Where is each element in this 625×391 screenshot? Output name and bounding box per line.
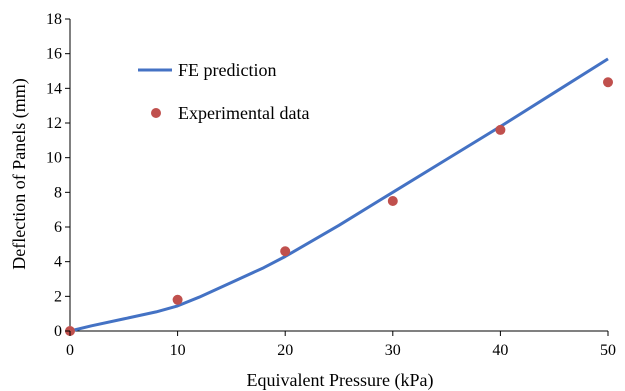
data-point-experimental <box>172 294 183 305</box>
y-tick-label: 0 <box>54 323 62 340</box>
legend-marker-swatch <box>151 108 161 118</box>
plot-area <box>65 19 613 336</box>
y-tick-label: 18 <box>46 11 62 28</box>
x-tick-label: 0 <box>66 342 74 359</box>
y-axis-ticks: 0 2 4 6 8 10 12 14 16 18 <box>46 11 70 340</box>
x-axis-title: Equivalent Pressure (kPa) <box>247 370 434 391</box>
y-tick-label: 6 <box>54 219 62 236</box>
y-tick-label: 4 <box>54 254 62 271</box>
data-point-experimental <box>495 124 506 135</box>
x-tick-label: 30 <box>385 342 401 359</box>
y-tick-label: 12 <box>46 115 62 132</box>
legend: FE prediction Experimental data <box>138 60 309 123</box>
y-tick-label: 16 <box>46 46 62 63</box>
x-tick-label: 20 <box>277 342 293 359</box>
data-point-experimental <box>603 77 613 88</box>
x-tick-label: 50 <box>600 342 616 359</box>
x-tick-label: 10 <box>170 342 186 359</box>
data-point-experimental <box>387 196 398 206</box>
legend-label-experimental-data: Experimental data <box>178 103 309 123</box>
x-axis-ticks: 0 10 20 30 40 50 <box>66 331 616 359</box>
data-point-experimental <box>280 246 291 257</box>
y-tick-label: 8 <box>54 184 62 201</box>
series-line-fe-prediction <box>69 57 609 333</box>
y-tick-label: 14 <box>46 80 62 97</box>
y-axis-title: Deflection of Panels (mm) <box>9 78 30 269</box>
y-tick-label: 2 <box>54 288 62 305</box>
legend-label-fe-prediction: FE prediction <box>178 60 276 80</box>
y-tick-label: 10 <box>46 150 62 167</box>
x-tick-label: 40 <box>492 342 508 359</box>
